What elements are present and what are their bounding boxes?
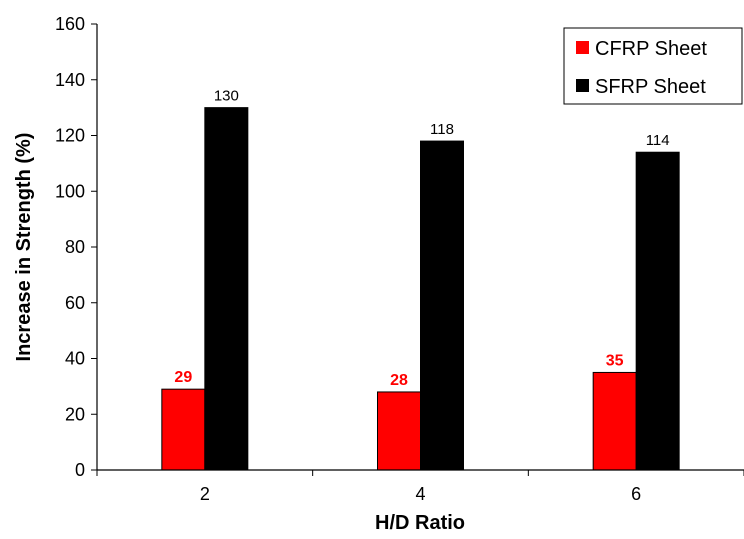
x-axis-title: H/D Ratio <box>375 512 465 534</box>
y-tick-label-160: 160 <box>55 14 85 34</box>
bar-sfrp-6 <box>635 151 680 471</box>
legend-label-cfrp: CFRP Sheet <box>595 38 707 60</box>
y-tick-label-20: 20 <box>65 404 85 424</box>
bar-sfrp-4 <box>420 140 464 471</box>
legend-label-sfrp: SFRP Sheet <box>595 76 706 98</box>
bar-cfrp-4 <box>377 391 421 471</box>
data-label-sfrp-6: 114 <box>646 132 670 149</box>
bar-cfrp-2 <box>161 388 206 471</box>
data-label-cfrp-2: 29 <box>174 369 192 386</box>
legend-swatch-cfrp <box>576 41 589 54</box>
legend: CFRP Sheet SFRP Sheet <box>563 27 743 105</box>
legend-swatch-sfrp <box>576 79 589 92</box>
y-axis-title: Increase in Strength (%) <box>13 133 35 362</box>
bar-cfrp-6 <box>592 371 637 471</box>
x-tick-label-6: 6 <box>631 484 641 504</box>
data-label-sfrp-4: 118 <box>430 121 454 138</box>
y-tick-label-40: 40 <box>65 349 85 369</box>
legend-box <box>563 27 743 105</box>
data-labels-group: 29 130 28 118 35 114 <box>174 88 669 389</box>
y-ticks-group: 0 20 40 60 80 100 120 140 160 <box>55 14 97 480</box>
x-tick-label-2: 2 <box>200 484 210 504</box>
y-tick-label-0: 0 <box>75 460 85 480</box>
y-tick-label-140: 140 <box>55 70 85 90</box>
y-tick-label-100: 100 <box>55 181 85 201</box>
y-tick-label-60: 60 <box>65 293 85 313</box>
y-tick-label-120: 120 <box>55 126 85 146</box>
data-label-cfrp-4: 28 <box>390 372 408 389</box>
x-ticks-group: 2 4 6 <box>96 470 744 504</box>
bar-sfrp-2 <box>204 107 249 471</box>
bars-group <box>161 107 680 471</box>
x-tick-label-4: 4 <box>415 484 425 504</box>
data-label-cfrp-6: 35 <box>606 352 624 369</box>
y-tick-label-80: 80 <box>65 237 85 257</box>
data-label-sfrp-2: 130 <box>214 88 239 105</box>
